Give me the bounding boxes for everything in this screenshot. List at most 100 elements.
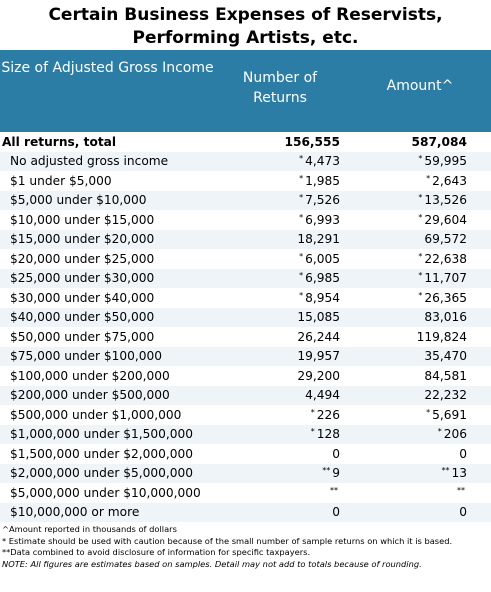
table-row-total: All returns, total 156,555 587,084	[0, 132, 491, 152]
table-row: $15,000 under $20,000 18,291 69,572	[0, 229, 491, 249]
agi-range-label: $15,000 under $20,000	[0, 229, 222, 249]
agi-range-label: $5,000 under $10,000	[0, 190, 222, 210]
estimate-marker: *	[299, 290, 304, 300]
table-row: $2,000,000 under $5,000,000 ** 9 ** 13	[0, 463, 491, 483]
amount-value: 22,232	[424, 388, 467, 403]
table-row: $1 under $5,000 * 1,985 * 2,643	[0, 171, 491, 191]
number-of-returns: 0	[222, 502, 340, 522]
agi-range-label: All returns, total	[2, 134, 117, 149]
amount-value: 13	[451, 466, 467, 481]
footnote-disclosure: **Data combined to avoid disclosure of i…	[2, 547, 311, 557]
amount: 22,232	[340, 385, 491, 405]
amount: * 29,604	[340, 210, 491, 230]
number-of-returns-value: 128	[316, 427, 340, 442]
number-of-returns: * 6,005	[222, 249, 340, 269]
estimate-marker: *	[299, 271, 304, 281]
number-of-returns-value: 18,291	[297, 232, 340, 247]
number-of-returns-value: 26,244	[297, 329, 340, 344]
table-row: $1,000,000 under $1,500,000 * 128 * 206	[0, 424, 491, 444]
agi-range-label: $10,000 under $15,000	[10, 212, 155, 227]
number-of-returns-value: 9	[332, 466, 340, 481]
table-row: $25,000 under $30,000 * 6,985 * 11,707	[0, 268, 491, 288]
estimate-marker: **	[441, 466, 450, 476]
number-of-returns: 0	[222, 444, 340, 464]
amount: * 13,526	[340, 190, 491, 210]
table-title: Certain Business Expenses of Reservists,…	[48, 5, 443, 48]
amount-value: 119,824	[416, 329, 467, 344]
number-of-returns-value: 4,494	[305, 388, 340, 403]
estimate-marker: *	[299, 251, 304, 261]
amount-value: 29,604	[424, 212, 467, 227]
table-row: $40,000 under $50,000 15,085 83,016	[0, 307, 491, 327]
number-of-returns: 18,291	[222, 229, 340, 249]
table-header: Size of Adjusted Gross Income Number of …	[0, 50, 491, 130]
number-of-returns-value: 4,473	[305, 154, 340, 169]
amount-value: 83,016	[424, 310, 467, 325]
amount: 83,016	[340, 307, 491, 327]
amount: **	[340, 483, 491, 503]
amount: 84,581	[340, 366, 491, 386]
number-of-returns: * 4,473	[222, 151, 340, 171]
amount-value: 2,643	[432, 173, 467, 188]
amount: * 11,707	[340, 268, 491, 288]
agi-range-label: $10,000,000 or more	[0, 502, 222, 522]
estimate-marker: *	[418, 154, 423, 164]
agi-range-label: $500,000 under $1,000,000	[10, 407, 182, 422]
table-row: $20,000 under $25,000 * 6,005 * 22,638	[0, 249, 491, 269]
amount-value: 26,365	[424, 290, 467, 305]
table-row: $500,000 under $1,000,000 * 226 * 5,691	[0, 405, 491, 425]
amount: * 2,643	[340, 171, 491, 191]
number-of-returns-value: 0	[332, 446, 340, 461]
estimate-marker: *	[418, 251, 423, 261]
footnotes: ^Amount reported in thousands of dollars…	[0, 524, 491, 570]
number-of-returns-value: 6,993	[305, 212, 340, 227]
number-of-returns: ** 9	[222, 463, 340, 483]
estimate-marker: *	[299, 154, 304, 164]
number-of-returns-value: 0	[332, 505, 340, 520]
number-of-returns-value: 1,985	[305, 173, 340, 188]
amount-value: 0	[459, 505, 467, 520]
agi-range-label: $50,000 under $75,000	[10, 329, 155, 344]
amount: 0	[340, 502, 491, 522]
agi-range-label: $200,000 under $500,000	[0, 385, 222, 405]
footnote-caution: * Estimate should be used with caution b…	[2, 535, 453, 546]
agi-range-label: $1,000,000 under $1,500,000	[0, 424, 222, 444]
header-amount: Amount^	[386, 78, 454, 94]
estimate-marker: **	[322, 466, 331, 476]
amount: * 26,365	[340, 288, 491, 308]
table-row: $30,000 under $40,000 * 8,954 * 26,365	[0, 288, 491, 308]
amount-value: 587,084	[411, 134, 467, 149]
table-row: $75,000 under $100,000 19,957 35,470	[0, 346, 491, 366]
number-of-returns: * 7,526	[222, 190, 340, 210]
amount-value: 59,995	[424, 154, 467, 169]
agi-range-label: $40,000 under $50,000	[0, 307, 222, 327]
estimate-marker: *	[418, 290, 423, 300]
estimate-marker: *	[310, 407, 315, 417]
table-row: $200,000 under $500,000 4,494 22,232	[0, 385, 491, 405]
agi-range-label: $25,000 under $30,000	[0, 268, 222, 288]
number-of-returns-value: 6,005	[305, 251, 340, 266]
estimate-marker: *	[437, 427, 442, 437]
estimate-marker: *	[426, 173, 431, 183]
amount: * 206	[340, 424, 491, 444]
number-of-returns-value: 7,526	[305, 193, 340, 208]
estimate-marker: *	[418, 212, 423, 222]
amount-value: 0	[459, 446, 467, 461]
amount: 69,572	[340, 229, 491, 249]
amount-value: 69,572	[424, 232, 467, 247]
amount: 0	[340, 444, 491, 464]
amount: 587,084	[340, 132, 491, 152]
amount: ** 13	[340, 463, 491, 483]
amount-value: 11,707	[424, 271, 467, 286]
number-of-returns: * 8,954	[222, 288, 340, 308]
number-of-returns: * 6,985	[222, 268, 340, 288]
estimate-marker: *	[418, 271, 423, 281]
number-of-returns-value: 29,200	[297, 368, 340, 383]
agi-range-label: $75,000 under $100,000	[0, 346, 222, 366]
estimate-marker: *	[299, 212, 304, 222]
number-of-returns-value: 226	[316, 407, 340, 422]
number-of-returns: 26,244	[222, 327, 340, 347]
amount: 119,824	[340, 327, 491, 347]
header-rule	[0, 130, 491, 132]
agi-range-label: $1 under $5,000	[10, 173, 112, 188]
